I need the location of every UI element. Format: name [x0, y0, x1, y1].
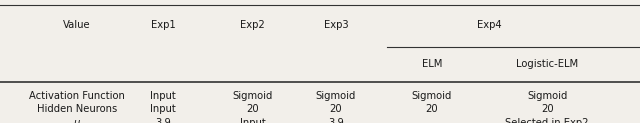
Text: 20: 20 — [246, 104, 259, 115]
Text: Hidden Neurons: Hidden Neurons — [36, 104, 117, 115]
Text: 20: 20 — [330, 104, 342, 115]
Text: Input: Input — [150, 104, 176, 115]
Text: Logistic-ELM: Logistic-ELM — [516, 59, 579, 69]
Text: 20: 20 — [426, 104, 438, 115]
Text: Sigmoid: Sigmoid — [527, 91, 568, 101]
Text: Exp2: Exp2 — [241, 20, 265, 30]
Text: Sigmoid: Sigmoid — [232, 91, 273, 101]
Text: Sigmoid: Sigmoid — [316, 91, 356, 101]
Text: Input: Input — [150, 91, 176, 101]
Text: μ: μ — [74, 118, 80, 123]
Text: Exp1: Exp1 — [151, 20, 175, 30]
Text: ELM: ELM — [422, 59, 442, 69]
Text: Selected in Exp2: Selected in Exp2 — [506, 118, 589, 123]
Text: 3.9: 3.9 — [328, 118, 344, 123]
Text: 3.9: 3.9 — [156, 118, 171, 123]
Text: -: - — [430, 118, 434, 123]
Text: 20: 20 — [541, 104, 554, 115]
Text: Sigmoid: Sigmoid — [412, 91, 452, 101]
Text: Exp4: Exp4 — [477, 20, 502, 30]
Text: Input: Input — [240, 118, 266, 123]
Text: Activation Function: Activation Function — [29, 91, 125, 101]
Text: Value: Value — [63, 20, 91, 30]
Text: Exp3: Exp3 — [324, 20, 348, 30]
